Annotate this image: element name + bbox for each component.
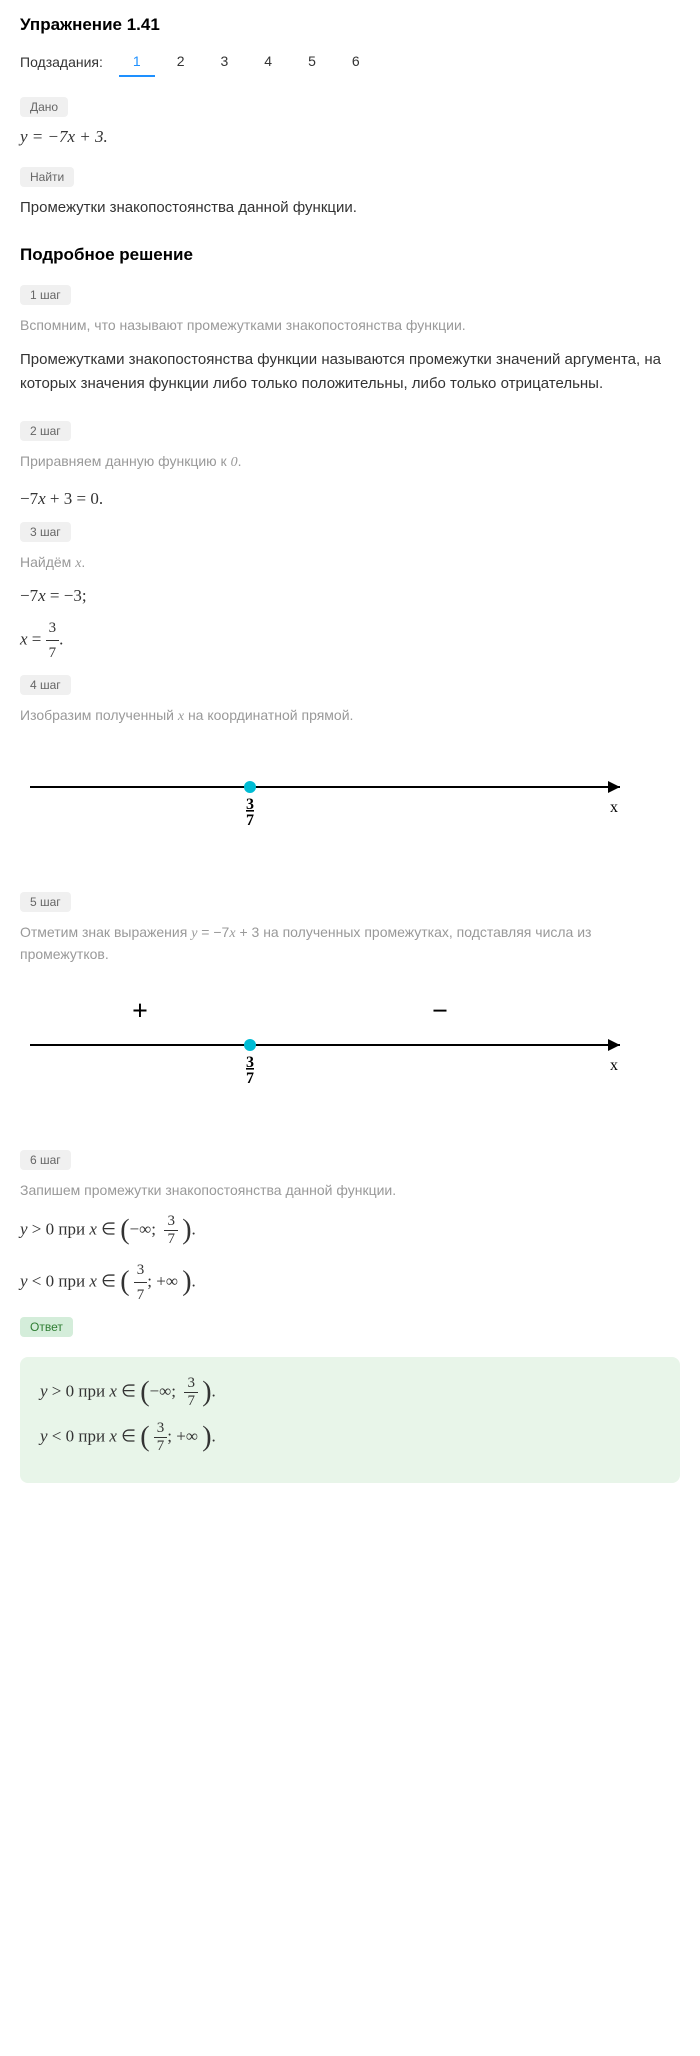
given-formula: y = −7x + 3. [20,127,680,147]
tabs-label: Подзадания: [20,54,103,70]
tab-3[interactable]: 3 [207,47,243,77]
find-description: Промежутки знакопостоянства данной функц… [20,197,680,220]
step-3-math-1: −7x = −3; [20,586,680,606]
svg-text:−: − [432,996,448,1027]
answer-line-2: y < 0 при x ∈ ( 37; +∞ ). [40,1420,660,1455]
solution-title: Подробное решение [20,245,680,265]
step-4-intro: Изобразим полученный x на координатной п… [20,705,680,727]
step-3-badge: 3 шаг [20,522,71,542]
answer-badge: Ответ [20,1317,73,1337]
step-3-intro: Найдём x. [20,552,680,574]
step-6-intro: Запишем промежутки знакопостоянства данн… [20,1180,680,1201]
step-5-diagram: + − 3 7 x [20,995,680,1110]
svg-text:3: 3 [246,1054,254,1071]
subtasks-tabs: Подзадания: 1 2 3 4 5 6 [20,47,680,77]
step-5-badge: 5 шаг [20,892,71,912]
number-line-2: + − 3 7 x [20,995,640,1105]
number-line-1: 3 7 x [20,757,640,847]
step-5-intro: Отметим знак выражения y = −7x + 3 на по… [20,922,680,965]
tab-2[interactable]: 2 [163,47,199,77]
tab-4[interactable]: 4 [250,47,286,77]
step-4-badge: 4 шаг [20,675,71,695]
step-1-body: Промежутками знакопостоянства функции на… [20,348,680,396]
step-2-math: −7x + 3 = 0. [20,485,680,512]
tab-6[interactable]: 6 [338,47,374,77]
step-1-intro: Вспомним, что называют промежутками знак… [20,315,680,336]
step-6-result-1: y > 0 при x ∈ (−∞; 37 ). [20,1213,680,1248]
step-1-badge: 1 шаг [20,285,71,305]
step-6-result-2: y < 0 при x ∈ ( 37; +∞ ). [20,1258,680,1307]
find-badge: Найти [20,167,74,187]
step-2-intro: Приравняем данную функцию к 0. [20,451,680,473]
answer-block: y > 0 при x ∈ (−∞; 37 ). y < 0 при x ∈ (… [20,1357,680,1483]
svg-text:7: 7 [246,1070,254,1087]
svg-text:x: x [610,799,618,816]
step-6-badge: 6 шаг [20,1150,71,1170]
svg-text:7: 7 [246,812,254,829]
tab-5[interactable]: 5 [294,47,330,77]
given-badge: Дано [20,97,68,117]
svg-text:+: + [132,996,148,1027]
step-2-badge: 2 шаг [20,421,71,441]
svg-text:x: x [610,1057,618,1074]
tab-1[interactable]: 1 [119,47,155,77]
step-4-diagram: 3 7 x [20,757,680,852]
svg-text:3: 3 [246,796,254,813]
exercise-title: Упражнение 1.41 [20,15,680,35]
step-3-math-2: x = 37. [20,616,680,665]
answer-line-1: y > 0 при x ∈ (−∞; 37 ). [40,1375,660,1410]
